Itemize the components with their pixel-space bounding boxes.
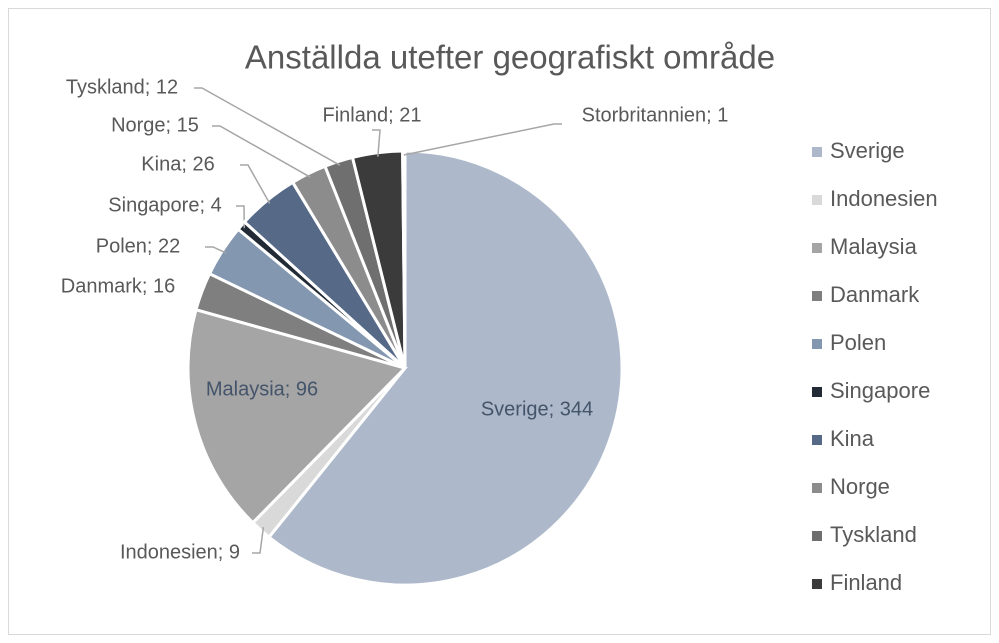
leader-line	[240, 164, 271, 204]
leader-line	[212, 125, 311, 178]
data-label: Finland; 21	[323, 104, 422, 126]
legend-swatch	[812, 147, 822, 157]
legend-swatch	[812, 483, 822, 493]
legend-swatch	[812, 339, 822, 349]
legend-label: Tyskland	[830, 522, 917, 547]
data-label: Sverige; 344	[481, 398, 593, 420]
legend-swatch	[812, 243, 822, 253]
leader-line	[252, 527, 265, 554]
legend-label: Polen	[830, 330, 886, 355]
legend-swatch	[812, 291, 822, 301]
leader-line	[403, 123, 562, 156]
data-label: Tyskland; 12	[66, 76, 178, 98]
chart-title: Anställda utefter geografiskt område	[245, 39, 775, 76]
legend-label: Kina	[830, 426, 875, 451]
data-label: Storbritannien; 1	[582, 104, 729, 126]
pie-slice	[266, 149, 624, 587]
legend-label: Indonesien	[830, 186, 938, 211]
legend-swatch	[812, 531, 822, 541]
data-label: Danmark; 16	[61, 275, 176, 297]
legend-label: Sverige	[830, 138, 905, 163]
legend-swatch	[812, 387, 822, 397]
legend-swatch	[812, 579, 822, 589]
data-label: Kina; 26	[141, 153, 214, 175]
pie-slice	[186, 307, 408, 525]
leader-line	[194, 87, 341, 166]
leader-line	[205, 246, 227, 254]
legend-label: Singapore	[830, 378, 930, 403]
data-label: Malaysia; 96	[206, 378, 318, 400]
legend-label: Norge	[830, 474, 890, 499]
data-label: Norge; 15	[111, 114, 199, 136]
leader-line	[372, 129, 381, 157]
legend-label: Finland	[830, 570, 902, 595]
data-label: Indonesien; 9	[120, 541, 240, 563]
data-label: Polen; 22	[96, 235, 181, 257]
pie-slice	[401, 149, 407, 369]
legend-swatch	[812, 195, 822, 205]
data-label: Singapore; 4	[108, 194, 221, 216]
legend-swatch	[812, 435, 822, 445]
legend-label: Malaysia	[830, 234, 918, 259]
legend-label: Danmark	[830, 282, 920, 307]
